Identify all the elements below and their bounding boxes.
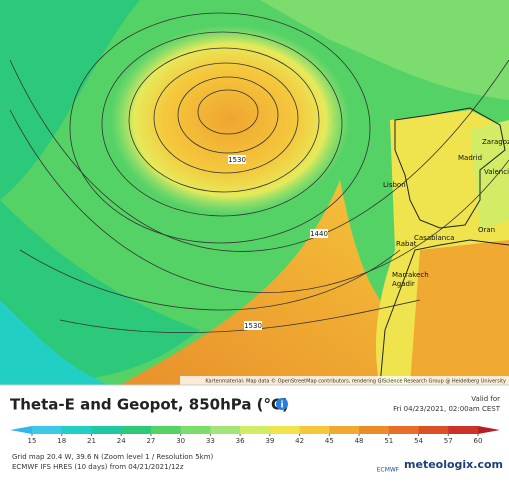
contour-label: 1440	[310, 230, 328, 238]
colorbar-segment	[91, 426, 122, 434]
colorbar-tick-label: 39	[265, 437, 274, 445]
colorbar-segment	[61, 426, 92, 434]
colorbar-tick-label: 36	[236, 437, 245, 445]
site-logo[interactable]: meteologix.com	[404, 458, 503, 471]
info-line: Grid map 20.4 W, 39.6 N (Zoom level 1 / …	[12, 453, 214, 461]
ecmwf-logo: ECMWF	[377, 467, 400, 474]
colorbar-segment	[180, 426, 211, 434]
city-label: Madrid	[458, 154, 482, 162]
city-label: Marrakech	[392, 271, 429, 279]
city-label: Agadir	[392, 280, 415, 288]
colorbar-segment	[299, 426, 330, 434]
colorbar-segment	[32, 426, 63, 434]
colorbar-tick-label: 27	[146, 437, 155, 445]
colorbar-segment	[329, 426, 360, 434]
colorbar-tick-label: 24	[117, 437, 126, 445]
colorbar-arrow	[478, 426, 500, 434]
contours	[9, 12, 509, 334]
attribution: Kartenmaterial: Map data © OpenStreetMap…	[205, 378, 506, 385]
colorbar-tick-label: 60	[474, 437, 483, 445]
colorbar-segment	[121, 426, 152, 434]
colorbar-segment	[448, 426, 479, 434]
info-icon[interactable]	[276, 398, 288, 410]
colorbar-tick-label: 42	[295, 437, 304, 445]
colorbar-segment	[359, 426, 390, 434]
city-label: Lisbon	[383, 181, 406, 189]
colorbar-tick-label: 57	[444, 437, 453, 445]
colorbar-segment	[418, 426, 449, 434]
colorbar-tick-label: 54	[414, 437, 423, 445]
svg-text:i: i	[280, 401, 283, 411]
title: Theta-E and Geopot, 850hPa (°C)	[10, 396, 289, 414]
colorbar-tick-label: 21	[87, 437, 96, 445]
info-line: ECMWF IFS HRES (10 days) from 04/21/2021…	[12, 463, 184, 471]
colorbar-segment	[388, 426, 420, 434]
colorbar-tick-label: 15	[28, 437, 37, 445]
colorbar-segment	[210, 426, 241, 434]
colorbar-tick-label: 51	[384, 437, 393, 445]
city-label: Valencia	[484, 168, 509, 176]
colorbar-tick-label: 33	[206, 437, 215, 445]
colorbar: 15 18 21 24 27 30 33 36 39 42 45 48 51 54 57 60	[10, 426, 500, 445]
map: 1530 1440 1530 Madrid Lisbon Rabat Casab…	[0, 0, 509, 386]
coastline	[379, 107, 509, 386]
city-label: Rabat	[396, 240, 417, 248]
colorbar-tick-label: 48	[355, 437, 364, 445]
colorbar-segment	[269, 426, 301, 434]
city-label: Zaragoza	[482, 138, 509, 146]
colorbar-tick-label: 30	[176, 437, 185, 445]
colorbar-tick-label: 45	[325, 437, 334, 445]
contour-label: 1530	[228, 156, 246, 164]
colorbar-arrow	[10, 426, 32, 434]
colorbar-segment	[240, 426, 271, 434]
contour-label: 1530	[244, 322, 262, 330]
valid-label: Valid for	[471, 395, 500, 403]
city-label: Oran	[478, 226, 495, 234]
city-label: Casablanca	[414, 234, 454, 242]
colorbar-segment	[150, 426, 182, 434]
colorbar-tick-label: 18	[57, 437, 66, 445]
valid-time: Fri 04/23/2021, 02:00am CEST	[393, 405, 501, 413]
